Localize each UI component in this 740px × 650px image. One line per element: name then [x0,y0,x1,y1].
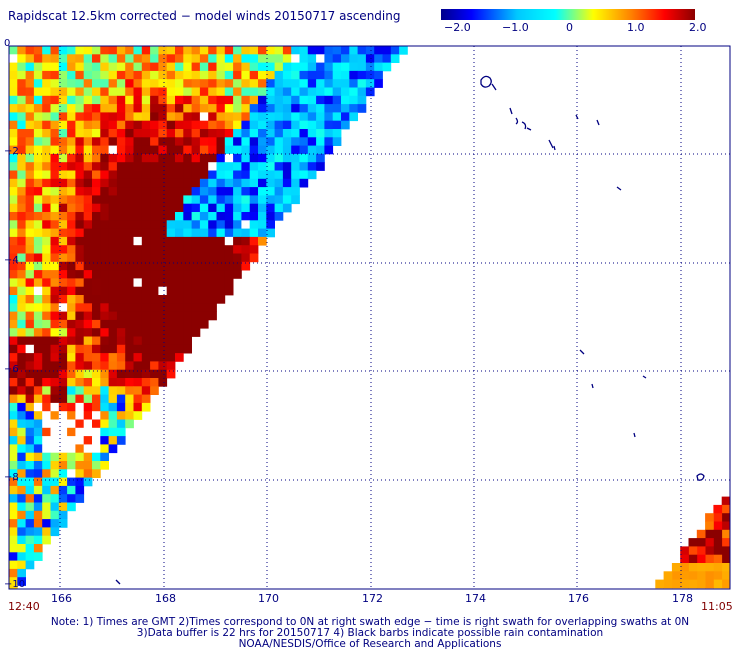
map-title: Rapidscat 12.5km corrected − model winds… [8,9,401,23]
lat-label-neg4: −4 [4,255,19,266]
lat-label-neg6: −6 [4,364,19,375]
coastlines [115,75,705,585]
colorbar-tick-1: 1.0 [627,21,645,34]
lat-label-neg8: −8 [4,472,19,483]
colorbar-tick-0: 0 [566,21,573,34]
lon-label-168: 168 [155,592,176,605]
colorbar-tick-neg2: −2.0 [444,21,471,34]
note-line-2: 3)Data buffer is 22 hrs for 20150717 4) … [136,627,604,639]
lat-label-neg2: −2 [4,146,19,157]
colorbar-tick-2: 2.0 [689,21,707,34]
lon-label-174: 174 [465,592,486,605]
lon-label-176: 176 [568,592,589,605]
colorbar [441,9,695,20]
note-line-1: Note: 1) Times are GMT 2)Times correspon… [50,616,690,628]
left-swath [9,46,408,589]
left-swath-time: 12:40 [8,600,40,613]
colorbar-tick-neg1: −1.0 [502,21,529,34]
lat-label-0: 0 [4,38,11,49]
right-swath-time: 11:05 [701,600,733,613]
map-frame [8,45,731,590]
lon-label-172: 172 [362,592,383,605]
lon-label-178: 178 [672,592,693,605]
note-line-3: NOAA/NESDIS/Office of Research and Appli… [238,638,502,650]
lon-label-170: 170 [258,592,279,605]
lat-label-neg10: −10 [4,579,26,590]
lon-label-166: 166 [51,592,72,605]
right-swath [655,496,730,589]
